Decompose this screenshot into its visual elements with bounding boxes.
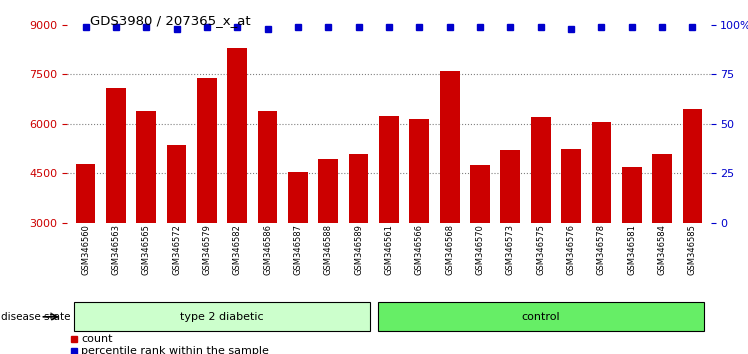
Bar: [561, 149, 581, 322]
Bar: [440, 71, 459, 322]
Bar: [76, 164, 96, 322]
Bar: [106, 87, 126, 322]
Bar: [227, 48, 247, 322]
Bar: [167, 145, 186, 322]
Bar: [319, 159, 338, 322]
Bar: [592, 122, 611, 322]
Bar: [136, 111, 156, 322]
Bar: [652, 154, 672, 322]
Text: type 2 diabetic: type 2 diabetic: [180, 312, 264, 322]
Text: control: control: [521, 312, 560, 322]
Bar: [531, 117, 551, 322]
Text: GDS3980 / 207365_x_at: GDS3980 / 207365_x_at: [90, 14, 251, 27]
Bar: [500, 150, 520, 322]
Text: disease state: disease state: [1, 312, 71, 322]
Bar: [470, 165, 490, 322]
Bar: [622, 167, 642, 322]
Bar: [197, 78, 217, 322]
Bar: [409, 119, 429, 322]
Bar: [288, 172, 307, 322]
Bar: [258, 111, 278, 322]
Text: percentile rank within the sample: percentile rank within the sample: [82, 346, 269, 354]
Text: count: count: [82, 335, 113, 344]
Bar: [349, 154, 369, 322]
Bar: [74, 302, 370, 331]
Bar: [682, 109, 702, 322]
Bar: [378, 302, 704, 331]
Bar: [379, 116, 399, 322]
